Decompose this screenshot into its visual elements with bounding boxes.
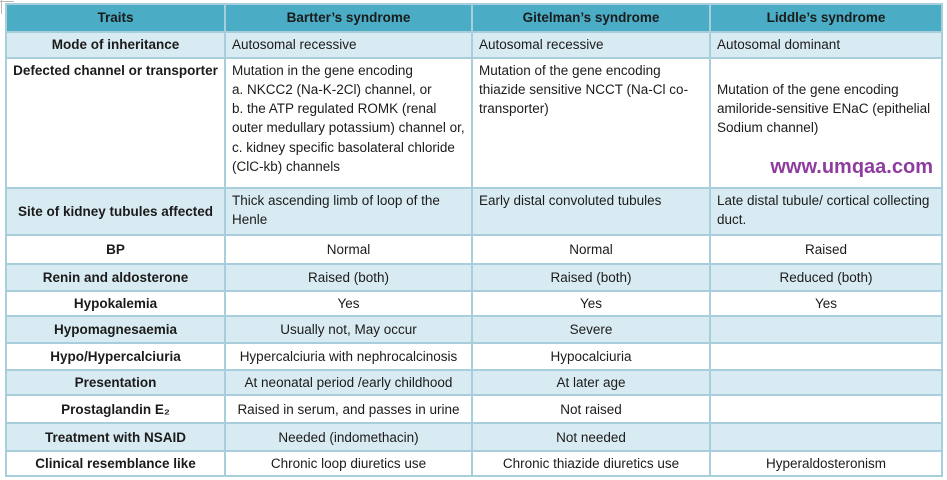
trait-cell: Hypomagnesaemia (5, 315, 226, 345)
cell-text: Mutation of the gene encoding amiloride-… (717, 82, 931, 136)
column-header-traits: Traits (5, 3, 226, 33)
table-cell: Yes (224, 289, 473, 318)
table-cell: Severe (471, 315, 711, 345)
table-row: Hypo/Hypercalciuria Hypercalciuria with … (5, 342, 943, 372)
table-cell (709, 422, 943, 453)
table-cell (709, 342, 943, 372)
table-cell: Early distal convoluted tubules (471, 187, 711, 236)
table-cell: Chronic thiazide diuretics use (471, 450, 711, 478)
table-row: Hypokalemia Yes Yes Yes (5, 289, 943, 318)
watermark: www.umqaa.com (770, 155, 933, 178)
trait-cell: Presentation (5, 369, 226, 397)
trait-cell: Hypo/Hypercalciuria (5, 342, 226, 372)
header-row: Traits Bartter’s syndrome Gitelman’s syn… (5, 3, 943, 33)
table-cell: Autosomal recessive (471, 31, 711, 59)
table-cell: Mutation of the gene encoding amiloride-… (709, 57, 943, 189)
table-cell: Not raised (471, 394, 711, 425)
table-row: Site of kidney tubules affected Thick as… (5, 187, 943, 236)
comparison-table: Traits Bartter’s syndrome Gitelman’s syn… (5, 3, 943, 478)
table-cell: Mutation of the gene encoding thiazide s… (471, 57, 711, 189)
table-cell: Mutation in the gene encoding a. NKCC2 (… (224, 57, 473, 189)
table-row: BP Normal Normal Raised (5, 234, 943, 265)
table-row: Hypomagnesaemia Usually not, May occur S… (5, 315, 943, 345)
column-header-bartter: Bartter’s syndrome (224, 3, 473, 33)
page-corner-mark (0, 1, 14, 2)
table-cell: Normal (224, 234, 473, 265)
column-header-gitelman: Gitelman’s syndrome (471, 3, 711, 33)
trait-cell: Site of kidney tubules affected (5, 187, 226, 236)
table-cell: Autosomal dominant (709, 31, 943, 59)
table-cell: At neonatal period /early childhood (224, 369, 473, 397)
table-cell: Raised (709, 234, 943, 265)
table-row: Clinical resemblance like Chronic loop d… (5, 450, 943, 478)
table-cell: Raised (both) (471, 263, 711, 292)
trait-cell: Clinical resemblance like (5, 450, 226, 478)
trait-cell: Hypokalemia (5, 289, 226, 318)
table-row: Prostaglandin E₂ Raised in serum, and pa… (5, 394, 943, 425)
trait-cell: Defected channel or transporter (5, 57, 226, 189)
table-cell: Raised (both) (224, 263, 473, 292)
table-cell: Thick ascending limb of loop of the Henl… (224, 187, 473, 236)
table-cell: Needed (indomethacin) (224, 422, 473, 453)
table-cell: Late distal tubule/ cortical collecting … (709, 187, 943, 236)
table-row: Renin and aldosterone Raised (both) Rais… (5, 263, 943, 292)
table-cell: Yes (471, 289, 711, 318)
table-cell: Normal (471, 234, 711, 265)
table-row: Presentation At neonatal period /early c… (5, 369, 943, 397)
table-cell: Raised in serum, and passes in urine (224, 394, 473, 425)
table-cell: Chronic loop diuretics use (224, 450, 473, 478)
table-row: Treatment with NSAID Needed (indomethaci… (5, 422, 943, 453)
table-cell: Not needed (471, 422, 711, 453)
table-cell: Yes (709, 289, 943, 318)
table-cell (709, 394, 943, 425)
table-cell: Hyperaldosteronism (709, 450, 943, 478)
trait-cell: Prostaglandin E₂ (5, 394, 226, 425)
table-cell: Hypocalciuria (471, 342, 711, 372)
trait-cell: Treatment with NSAID (5, 422, 226, 453)
table-row: Defected channel or transporter Mutation… (5, 57, 943, 189)
table-cell: Hypercalciuria with nephrocalcinosis (224, 342, 473, 372)
table-cell: Reduced (both) (709, 263, 943, 292)
page-corner-mark (1, 0, 2, 14)
table-cell (709, 369, 943, 397)
table-cell: Usually not, May occur (224, 315, 473, 345)
trait-cell: Renin and aldosterone (5, 263, 226, 292)
table-cell (709, 315, 943, 345)
trait-cell: Mode of inheritance (5, 31, 226, 59)
column-header-liddle: Liddle’s syndrome (709, 3, 943, 33)
table-cell: At later age (471, 369, 711, 397)
table-cell: Autosomal recessive (224, 31, 473, 59)
table-row: Mode of inheritance Autosomal recessive … (5, 31, 943, 59)
trait-cell: BP (5, 234, 226, 265)
